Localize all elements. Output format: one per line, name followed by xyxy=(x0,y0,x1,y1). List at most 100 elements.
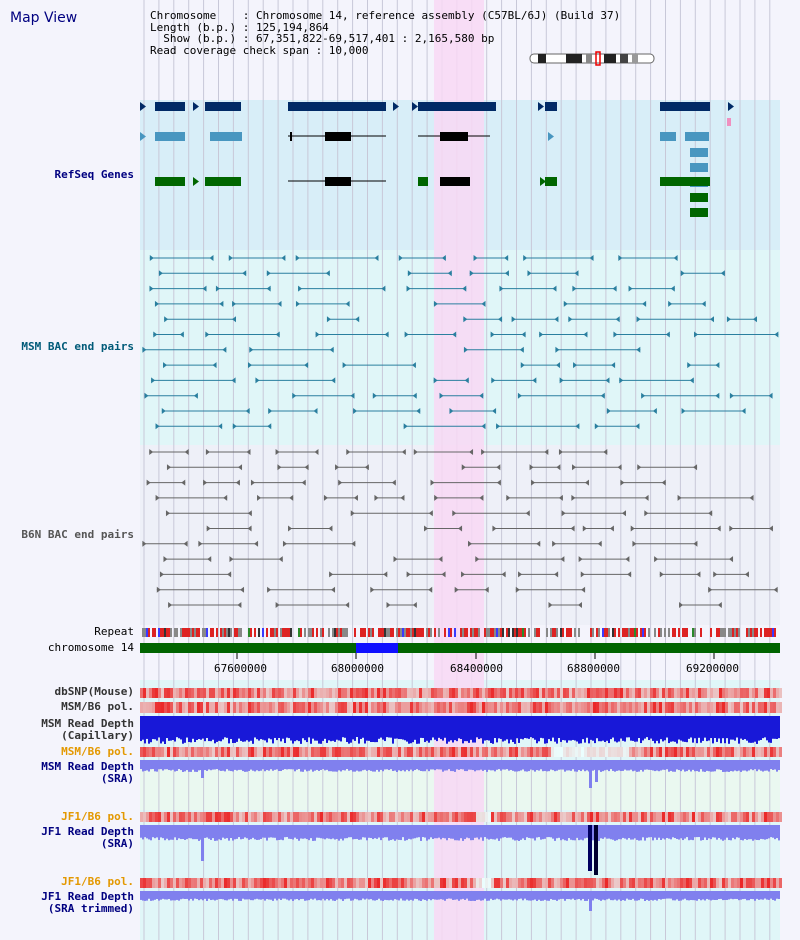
heat-cell xyxy=(701,702,704,713)
depth-bar xyxy=(316,760,318,770)
depth-bar xyxy=(346,891,348,899)
heat-cell xyxy=(164,702,167,713)
depth-bar xyxy=(154,760,156,772)
heat-cell xyxy=(242,812,245,822)
depth-bar xyxy=(572,891,574,899)
heat-cell xyxy=(491,747,494,757)
heat-cell xyxy=(455,747,458,757)
depth-bar xyxy=(360,825,362,840)
repeat-mark xyxy=(658,628,660,637)
bac-end xyxy=(342,362,347,369)
heat-cell xyxy=(752,747,755,757)
repeat-mark xyxy=(254,628,256,637)
depth-bar xyxy=(688,716,690,739)
depth-bar xyxy=(686,760,688,772)
depth-bar xyxy=(686,825,688,838)
depth-bar xyxy=(260,716,262,740)
depth-bar xyxy=(240,760,242,770)
heat-cell xyxy=(761,747,764,757)
repeat-mark xyxy=(686,628,688,637)
bac-end xyxy=(654,556,659,563)
depth-bar xyxy=(218,760,220,771)
depth-bar xyxy=(318,825,320,838)
heat-cell xyxy=(530,688,533,698)
repeat-mark xyxy=(426,628,428,637)
heat-cell xyxy=(728,702,731,713)
depth-bar xyxy=(310,891,312,899)
gene-exon xyxy=(418,102,496,111)
depth-bar xyxy=(734,825,736,840)
heat-cell xyxy=(653,812,656,822)
bac-end xyxy=(560,556,565,563)
depth-bar xyxy=(726,825,728,838)
depth-bar xyxy=(192,716,194,739)
heat-cell xyxy=(185,878,188,888)
heat-cell xyxy=(686,702,689,713)
bac-end xyxy=(461,571,466,578)
gene-exon xyxy=(205,102,241,111)
heat-cell xyxy=(554,878,557,888)
heat-cell xyxy=(623,747,626,757)
depth-bar xyxy=(620,760,622,772)
depth-bar xyxy=(458,825,460,841)
heat-cell xyxy=(434,878,437,888)
depth-bar xyxy=(682,716,684,742)
heat-cell xyxy=(740,878,743,888)
depth-bar xyxy=(286,891,288,900)
heat-cell xyxy=(467,688,470,698)
repeat-mark xyxy=(522,628,524,637)
depth-bar xyxy=(716,891,718,900)
depth-bar xyxy=(528,891,530,901)
depth-bar xyxy=(302,760,304,772)
repeat-mark xyxy=(464,628,466,637)
heat-cell xyxy=(716,878,719,888)
depth-bar xyxy=(500,716,502,739)
heat-cell xyxy=(644,812,647,822)
bac-end xyxy=(464,377,469,384)
depth-bar xyxy=(776,825,778,839)
heat-cell xyxy=(704,812,707,822)
depth-bar xyxy=(698,891,700,900)
bac-end xyxy=(681,408,686,414)
heat-cell xyxy=(542,878,545,888)
bac-end xyxy=(372,392,377,399)
depth-bar xyxy=(250,891,252,901)
heat-cell xyxy=(230,747,233,757)
heat-cell xyxy=(242,878,245,888)
depth-bar xyxy=(330,760,332,772)
bac-end xyxy=(498,316,503,323)
depth-bar xyxy=(612,716,614,738)
depth-bar xyxy=(148,825,150,840)
heat-cell xyxy=(299,702,302,713)
heat-cell xyxy=(155,747,158,757)
depth-bar xyxy=(488,825,490,840)
heat-cell xyxy=(188,812,191,822)
depth-bar xyxy=(718,891,720,900)
depth-bar xyxy=(378,716,380,739)
depth-bar xyxy=(682,825,684,841)
bac-end xyxy=(716,525,721,532)
depth-bar xyxy=(142,825,144,840)
depth-bar xyxy=(554,825,556,841)
depth-bar xyxy=(256,760,258,771)
depth-bar xyxy=(658,891,660,900)
depth-bar xyxy=(344,891,346,900)
repeat-mark xyxy=(428,628,430,637)
bac-end xyxy=(232,423,237,430)
depth-bar xyxy=(434,760,436,771)
depth-bar xyxy=(168,760,170,771)
depth-bar xyxy=(262,760,264,770)
heat-cell xyxy=(359,878,362,888)
depth-bar xyxy=(286,825,288,838)
heat-cell xyxy=(221,812,224,822)
repeat-mark xyxy=(694,628,696,637)
heat-cell xyxy=(650,747,653,757)
bac-end xyxy=(142,346,147,353)
heat-cell xyxy=(740,812,743,822)
bac-end xyxy=(433,300,438,307)
heat-cell xyxy=(692,812,695,822)
bac-end xyxy=(632,540,637,547)
heat-cell xyxy=(305,702,308,713)
heat-cell xyxy=(518,688,521,698)
